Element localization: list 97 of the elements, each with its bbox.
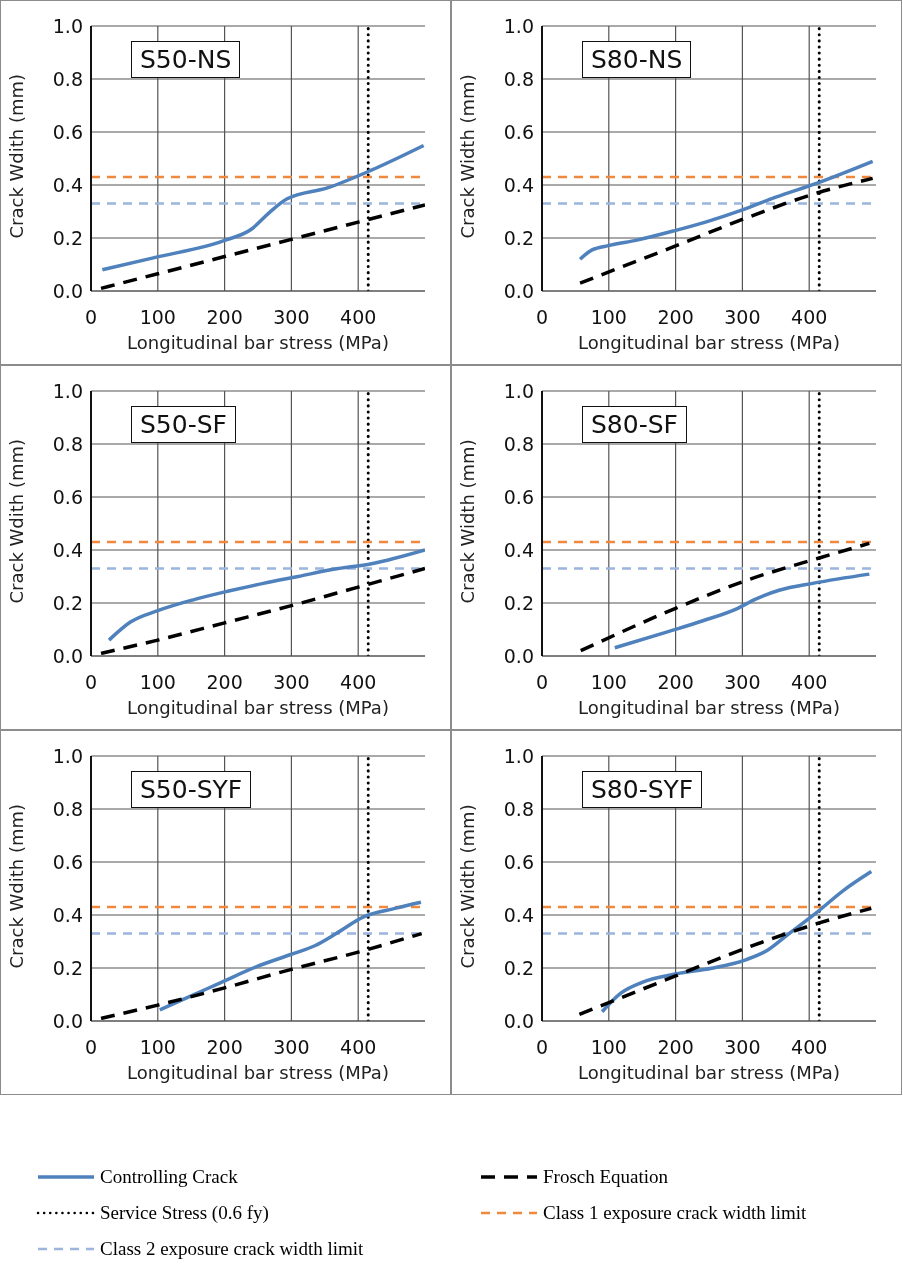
y-tick-label: 0.8 xyxy=(52,797,83,820)
line-series xyxy=(578,541,872,653)
y-tick-label: 1.0 xyxy=(52,379,83,402)
legend-label: Frosch Equation xyxy=(543,1166,669,1188)
y-axis-title: Crack Wdith (mm) xyxy=(6,73,28,239)
x-tick-label: 0 xyxy=(535,1036,549,1059)
x-tick-label: 100 xyxy=(139,306,176,329)
x-tick-label: 300 xyxy=(273,1036,310,1059)
legend-label: Class 2 exposure crack width limit xyxy=(100,1238,364,1260)
x-tick-label: 400 xyxy=(340,671,377,694)
x-tick-label: 300 xyxy=(724,1036,761,1059)
x-tick-label: 400 xyxy=(791,1036,828,1059)
x-tick-label: 0 xyxy=(84,306,98,329)
y-tick-label: 0.0 xyxy=(503,279,534,302)
text: S50-SYF xyxy=(131,771,252,808)
y-tick-label: 0.8 xyxy=(503,797,534,820)
y-tick-label: 0.8 xyxy=(503,432,534,455)
y-tick-label: 0.0 xyxy=(503,644,534,667)
x-tick-label: 300 xyxy=(724,671,761,694)
y-tick-label: 0.6 xyxy=(52,485,83,508)
text: S80-NS xyxy=(582,41,692,78)
x-tick-label: 0 xyxy=(84,671,98,694)
x-tick-label: 100 xyxy=(139,671,176,694)
y-axis-title: Crack Wdith (mm) xyxy=(6,438,28,604)
x-tick-label: 300 xyxy=(724,306,761,329)
y-tick-label: 0.8 xyxy=(503,67,534,90)
y-tick-label: 0.4 xyxy=(52,903,83,926)
y-tick-label: 0.8 xyxy=(52,432,83,455)
x-tick-label: 400 xyxy=(340,306,377,329)
legend-label: Service Stress (0.6 fy) xyxy=(100,1202,269,1224)
y-tick-label: 0.4 xyxy=(52,538,83,561)
x-tick-label: 0 xyxy=(535,671,549,694)
y-tick-label: 0.2 xyxy=(52,956,83,979)
y-tick-label: 0.0 xyxy=(52,644,83,667)
y-tick-label: 0.6 xyxy=(503,850,534,873)
x-tick-label: 200 xyxy=(657,671,694,694)
y-tick-label: 0.6 xyxy=(52,850,83,873)
x-tick-label: 400 xyxy=(340,1036,377,1059)
y-tick-label: 1.0 xyxy=(503,14,534,37)
y-tick-label: 1.0 xyxy=(503,744,534,767)
y-tick-label: 0.2 xyxy=(503,956,534,979)
x-tick-label: 200 xyxy=(206,671,243,694)
y-tick-label: 0.0 xyxy=(52,279,83,302)
x-tick-label: 300 xyxy=(273,306,310,329)
y-tick-label: 0.2 xyxy=(503,591,534,614)
y-tick-label: 0.2 xyxy=(52,226,83,249)
legend-label: Class 1 exposure crack width limit xyxy=(543,1202,807,1224)
text: S50-NS xyxy=(131,41,241,78)
y-axis-title: Crack Width (mm) xyxy=(457,439,479,604)
y-tick-label: 0.4 xyxy=(503,173,534,196)
text: S80-SYF xyxy=(582,771,703,808)
line-series xyxy=(158,900,423,1012)
x-tick-label: 100 xyxy=(139,1036,176,1059)
x-axis-title: Longitudinal bar stress (MPa) xyxy=(127,332,389,353)
y-tick-label: 0.6 xyxy=(503,485,534,508)
x-tick-label: 200 xyxy=(206,1036,243,1059)
x-axis-title: Longitudinal bar stress (MPa) xyxy=(578,697,840,718)
line-series xyxy=(100,143,425,272)
y-tick-label: 1.0 xyxy=(52,14,83,37)
x-tick-label: 200 xyxy=(657,306,694,329)
x-tick-label: 200 xyxy=(206,306,243,329)
text: S50-SF xyxy=(131,406,236,443)
y-tick-label: 0.4 xyxy=(503,903,534,926)
y-tick-label: 1.0 xyxy=(503,379,534,402)
x-tick-label: 300 xyxy=(273,671,310,694)
line-series xyxy=(578,159,875,261)
line-series xyxy=(577,906,874,1017)
x-tick-label: 200 xyxy=(657,1036,694,1059)
x-axis-title: Longitudinal bar stress (MPa) xyxy=(127,1062,389,1083)
x-tick-label: 100 xyxy=(590,1036,627,1059)
x-axis-title: Longitudinal bar stress (MPa) xyxy=(578,332,840,353)
x-tick-label: 400 xyxy=(791,306,828,329)
x-axis-title: Longitudinal bar stress (MPa) xyxy=(578,1062,840,1083)
y-tick-label: 1.0 xyxy=(52,744,83,767)
y-tick-label: 0.8 xyxy=(52,67,83,90)
y-tick-label: 0.6 xyxy=(503,120,534,143)
line-series xyxy=(600,869,874,1014)
y-axis-title: Crack Width (mm) xyxy=(457,804,479,969)
y-axis-title: Crack Wdith (mm) xyxy=(6,803,28,969)
line-series xyxy=(107,548,425,642)
y-tick-label: 0.0 xyxy=(52,1009,83,1032)
y-tick-label: 0.4 xyxy=(52,173,83,196)
line-series xyxy=(613,572,872,650)
y-tick-label: 0.0 xyxy=(503,1009,534,1032)
y-tick-label: 0.6 xyxy=(52,120,83,143)
x-axis-title: Longitudinal bar stress (MPa) xyxy=(127,697,389,718)
x-tick-label: 100 xyxy=(590,306,627,329)
y-tick-label: 0.2 xyxy=(52,591,83,614)
x-tick-label: 0 xyxy=(84,1036,98,1059)
text: S80-SF xyxy=(582,406,687,443)
y-axis-title: Crack Width (mm) xyxy=(457,74,479,239)
x-tick-label: 0 xyxy=(535,306,549,329)
legend-label: Controlling Crack xyxy=(100,1166,238,1188)
y-tick-label: 0.2 xyxy=(503,226,534,249)
x-tick-label: 400 xyxy=(791,671,828,694)
y-tick-label: 0.4 xyxy=(503,538,534,561)
x-tick-label: 100 xyxy=(590,671,627,694)
